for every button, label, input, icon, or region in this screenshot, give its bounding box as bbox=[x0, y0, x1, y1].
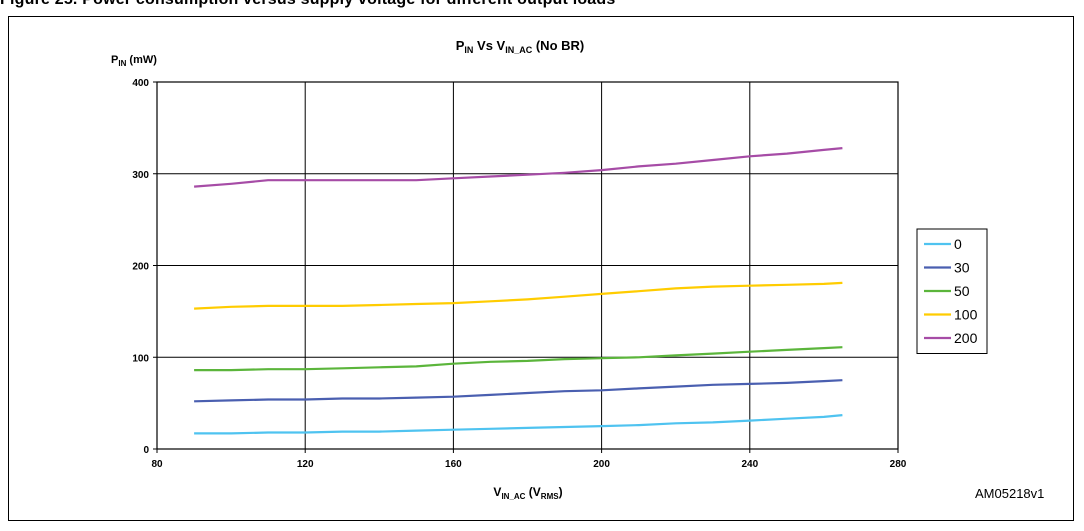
y-tick-label: 200 bbox=[132, 262, 149, 273]
x-tick-label: 240 bbox=[741, 459, 758, 470]
x-tick-label: 200 bbox=[593, 459, 610, 470]
series-line-50 bbox=[194, 346, 843, 372]
x-tick-label: 280 bbox=[890, 459, 907, 470]
chart-title: PIN Vs VIN_AC (No BR) bbox=[456, 38, 584, 55]
legend-label-30: 30 bbox=[954, 260, 970, 276]
series-line-30 bbox=[194, 379, 843, 403]
y-tick-label: 400 bbox=[132, 78, 149, 89]
x-axis-label: VIN_AC (VRMS) bbox=[493, 485, 562, 501]
x-tick-label: 120 bbox=[297, 459, 314, 470]
x-tick-label: 80 bbox=[151, 459, 163, 470]
reference-code: AM05218v1 bbox=[975, 486, 1045, 501]
x-tick-label: 160 bbox=[445, 459, 462, 470]
series-line-200 bbox=[194, 147, 843, 188]
figure-heading-text: Figure 25. Power consumption versus supp… bbox=[0, 0, 615, 9]
legend: 0 30 50 100 200 bbox=[916, 228, 988, 354]
y-tick-label: 0 bbox=[143, 445, 149, 456]
legend-label-50: 50 bbox=[954, 283, 970, 299]
legend-label-200: 200 bbox=[954, 330, 978, 346]
y-tick-label: 100 bbox=[132, 353, 149, 364]
y-tick-label: 300 bbox=[132, 170, 149, 181]
figure-heading: Figure 25. Power consumption versus supp… bbox=[0, 0, 1084, 16]
series-line-0 bbox=[194, 414, 843, 435]
y-axis-label: PIN (mW) bbox=[111, 54, 157, 68]
series-line-100 bbox=[194, 281, 843, 310]
legend-label-0: 0 bbox=[954, 236, 962, 252]
legend-label-100: 100 bbox=[954, 307, 978, 323]
